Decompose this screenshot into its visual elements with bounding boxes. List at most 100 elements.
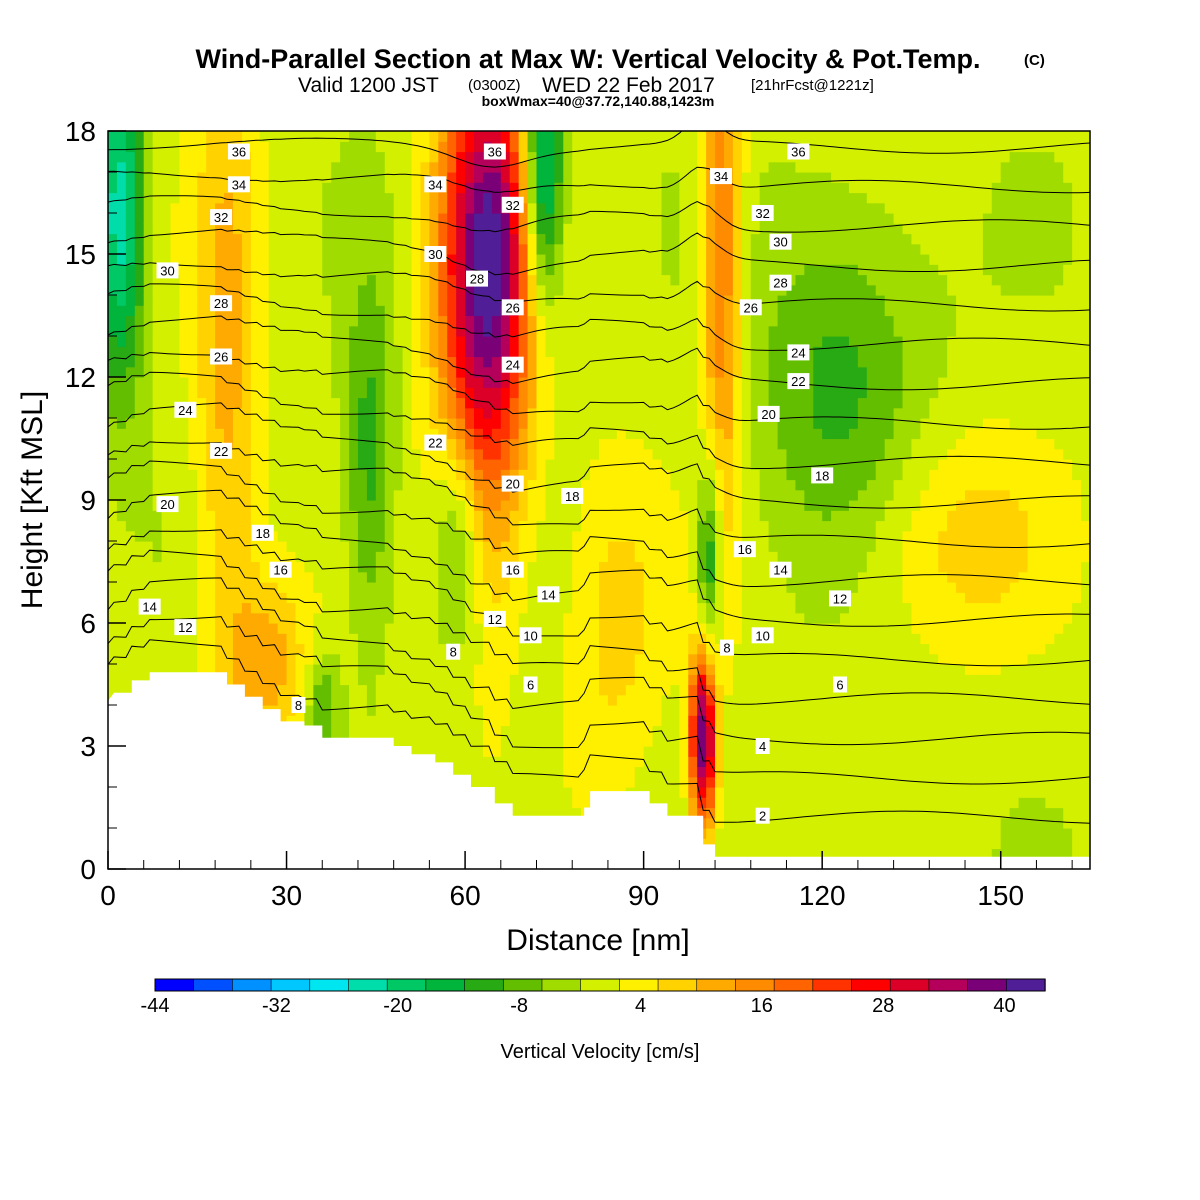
velocity-cell (625, 602, 636, 614)
velocity-cell (625, 243, 636, 255)
velocity-cell (206, 500, 216, 511)
velocity-cell (206, 571, 216, 583)
velocity-cell (607, 643, 618, 655)
velocity-cell (108, 346, 118, 358)
velocity-cell (572, 305, 582, 317)
velocity-cell (572, 295, 582, 306)
velocity-cell (661, 213, 672, 224)
velocity-cell (679, 161, 689, 173)
velocity-cell (384, 510, 395, 522)
velocity-cell (170, 161, 181, 173)
velocity-cell (313, 489, 323, 501)
velocity-cell (572, 274, 582, 286)
velocity-cell (616, 756, 627, 768)
velocity-cell (179, 172, 189, 183)
velocity-cell (357, 387, 368, 399)
velocity-cell (357, 377, 368, 388)
velocity-cell (563, 797, 573, 809)
velocity-cell (340, 243, 350, 255)
velocity-cell (670, 725, 680, 737)
velocity-cell (661, 746, 672, 757)
velocity-cell (393, 264, 404, 276)
velocity-cell (652, 530, 663, 542)
velocity-cell (268, 489, 279, 501)
velocity-cell (661, 479, 672, 491)
velocity-cell (331, 192, 341, 204)
velocity-cell (250, 438, 261, 450)
velocity-cell (536, 202, 547, 214)
velocity-cell (340, 295, 350, 306)
velocity-cell (599, 643, 609, 655)
velocity-cell (143, 172, 154, 183)
velocity-cell (456, 223, 466, 235)
velocity-cell (572, 387, 582, 399)
velocity-cell (652, 418, 663, 429)
velocity-cell (322, 674, 332, 686)
velocity-cell (554, 653, 564, 665)
velocity-cell (384, 264, 395, 276)
velocity-cell (679, 377, 689, 388)
velocity-cell (723, 797, 734, 809)
velocity-cell (706, 161, 716, 173)
velocity-cell (170, 418, 181, 429)
velocity-cell (241, 530, 252, 542)
velocity-cell (572, 284, 582, 296)
velocity-cell (134, 469, 145, 481)
velocity-cell (456, 510, 466, 522)
velocity-cell (607, 254, 618, 265)
velocity-cell (590, 489, 600, 501)
velocity-cell (420, 418, 430, 429)
velocity-cell (590, 766, 600, 778)
velocity-cell (572, 530, 582, 542)
velocity-cell (384, 407, 395, 419)
velocity-cell (322, 161, 332, 173)
velocity-cell (357, 192, 368, 204)
velocity-cell (215, 172, 225, 183)
velocity-cell (474, 520, 484, 532)
velocity-cell (536, 161, 547, 173)
velocity-cell (706, 295, 716, 306)
velocity-cell (518, 694, 529, 706)
velocity-cell (170, 551, 181, 563)
velocity-cell (527, 735, 538, 747)
velocity-cell (688, 807, 698, 819)
velocity-cell (634, 407, 645, 419)
velocity-cell (366, 315, 377, 327)
velocity-cell (384, 448, 395, 460)
velocity-cell (286, 674, 297, 686)
velocity-cell (634, 684, 645, 696)
velocity-cell (581, 582, 591, 593)
velocity-cell (357, 428, 368, 440)
velocity-cell (643, 233, 654, 245)
velocity-cell (715, 735, 725, 747)
velocity-cell (161, 664, 172, 675)
velocity-cell (143, 325, 154, 337)
velocity-cell (723, 674, 734, 686)
velocity-cell (250, 387, 261, 399)
velocity-cell (572, 551, 582, 563)
velocity-cell (670, 264, 680, 276)
velocity-cell (616, 653, 627, 665)
velocity-cell (161, 407, 172, 419)
velocity-cell (670, 387, 680, 399)
velocity-cell (259, 643, 270, 655)
velocity-cell (518, 510, 529, 522)
velocity-cell (438, 633, 448, 645)
velocity-cell (482, 284, 493, 296)
velocity-cell (688, 633, 698, 645)
velocity-cell (715, 541, 725, 552)
velocity-cell (232, 633, 243, 645)
velocity-cell (536, 213, 547, 224)
velocity-cell (679, 459, 689, 470)
velocity-cell (420, 705, 430, 716)
velocity-cell (429, 448, 439, 460)
velocity-cell (152, 489, 163, 501)
velocity-cell (179, 438, 189, 450)
velocity-cell (554, 776, 564, 788)
velocity-cell (429, 356, 439, 368)
velocity-cell (250, 233, 261, 245)
velocity-cell (465, 612, 475, 624)
velocity-cell (152, 551, 163, 563)
velocity-cell (616, 233, 627, 245)
velocity-cell (340, 612, 350, 624)
